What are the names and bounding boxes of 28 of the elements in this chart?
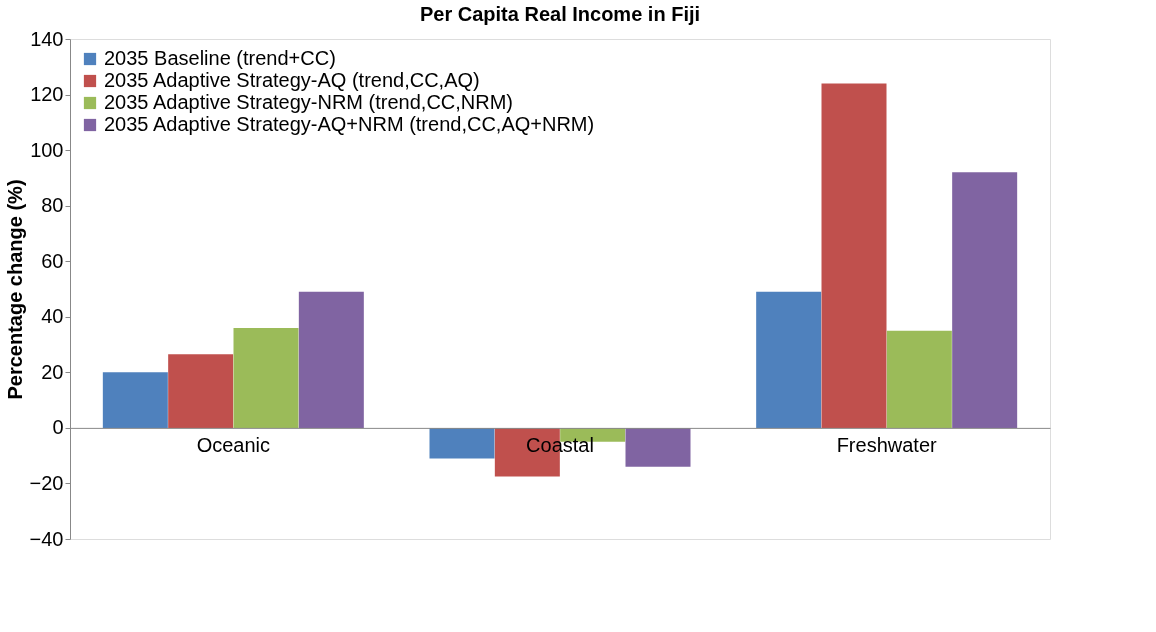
chart-title: Per Capita Real Income in Fiji bbox=[419, 3, 701, 25]
legend-label: 2035 Baseline (trend+CC) bbox=[104, 47, 336, 69]
bar bbox=[429, 427, 495, 459]
legend-label: 2035 Adaptive Strategy-NRM (trend,CC,NRM) bbox=[104, 91, 514, 113]
y-tick-label: −20 bbox=[29, 471, 64, 494]
y-tick-label: 0 bbox=[52, 416, 64, 439]
legend-label: 2035 Adaptive Strategy-AQ (trend,CC,AQ) bbox=[104, 69, 480, 91]
y-tick-label: 80 bbox=[41, 194, 64, 217]
x-tick-label: Oceanic bbox=[196, 434, 271, 457]
y-tick-label: 60 bbox=[41, 249, 64, 272]
bar bbox=[886, 330, 952, 428]
bar bbox=[233, 327, 299, 428]
x-tick-label: Freshwater bbox=[836, 434, 938, 457]
bar bbox=[168, 354, 234, 428]
legend-label: 2035 Adaptive Strategy-AQ+NRM (trend,CC,AQ+NRM) bbox=[104, 113, 595, 135]
bar bbox=[756, 291, 822, 428]
bar bbox=[952, 172, 1018, 428]
y-tick-label: 100 bbox=[30, 138, 64, 161]
y-tick-label: 40 bbox=[41, 305, 64, 328]
y-tick-label: −40 bbox=[29, 527, 64, 550]
y-axis-title: Percentage change (%) bbox=[3, 179, 26, 400]
bar bbox=[625, 427, 691, 467]
bar bbox=[821, 83, 887, 428]
y-tick-label: 140 bbox=[30, 27, 64, 50]
y-tick-label: 20 bbox=[41, 360, 64, 383]
bar bbox=[102, 372, 168, 428]
y-tick-label: 120 bbox=[30, 83, 64, 106]
bar bbox=[298, 291, 364, 428]
